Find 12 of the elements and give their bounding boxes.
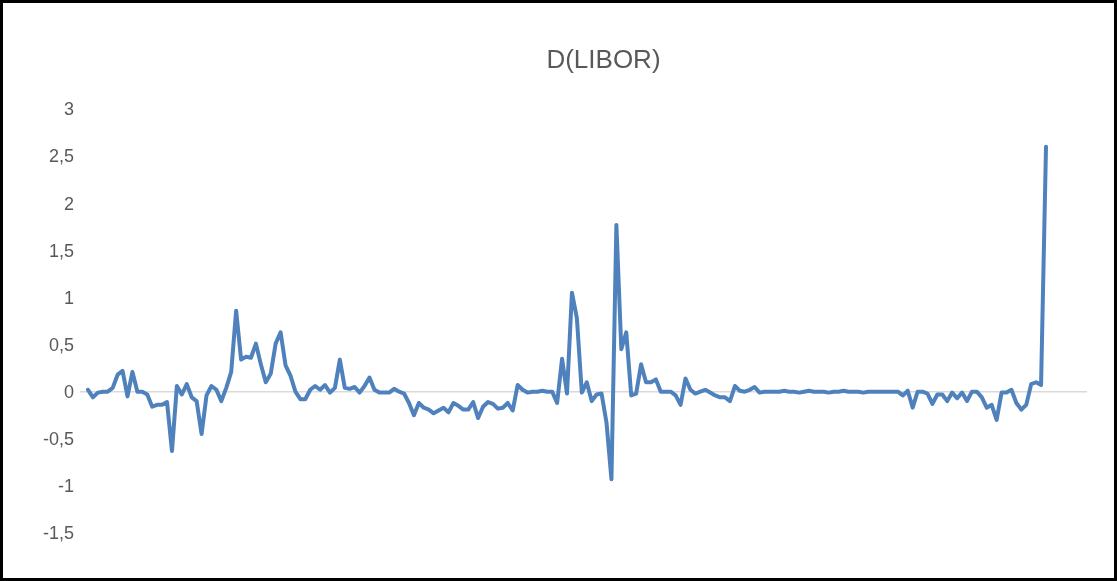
y-tick-label: -0,5 — [42, 429, 74, 450]
y-tick-label: 2 — [63, 193, 74, 214]
y-tick-label: 1,5 — [48, 240, 74, 261]
y-tick-label: 1 — [63, 287, 74, 308]
chart-title: D(LIBOR) — [546, 44, 661, 74]
y-tick-label: -1 — [57, 476, 74, 497]
y-tick-label: 0,5 — [48, 334, 74, 355]
line-series — [86, 144, 1048, 482]
y-tick-label: 2,5 — [48, 146, 74, 167]
y-tick-label: -1,5 — [42, 523, 74, 544]
y-tick-label: 0 — [63, 381, 74, 402]
y-tick-label: 3 — [63, 99, 74, 120]
